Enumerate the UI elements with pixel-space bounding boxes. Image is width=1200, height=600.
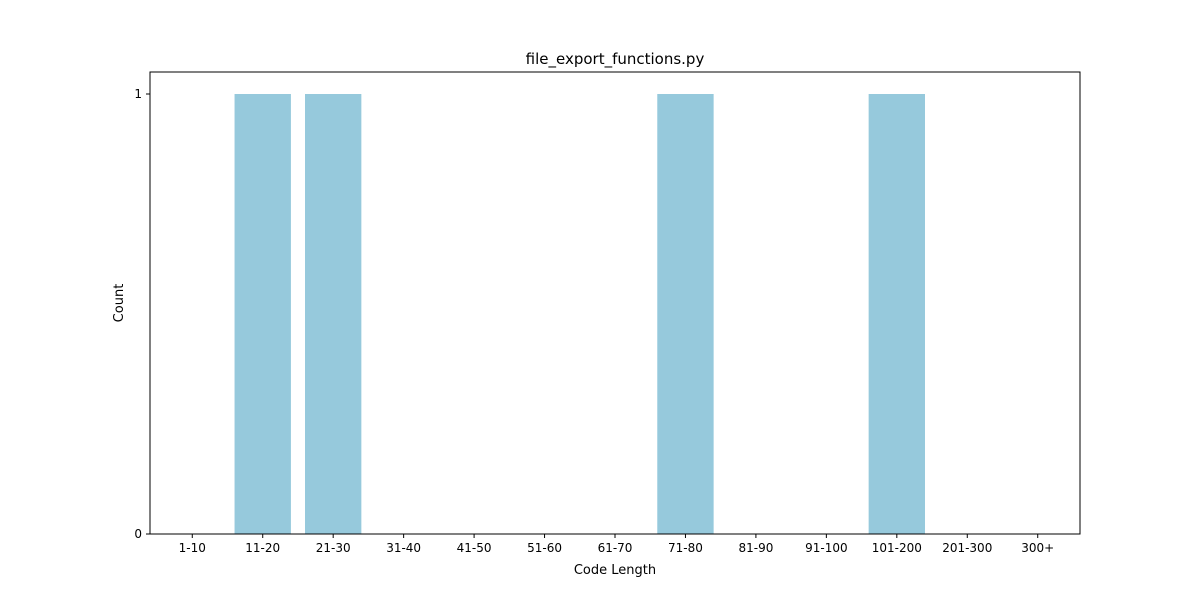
- x-tick-label: 201-300: [942, 541, 992, 555]
- x-tick-label: 1-10: [179, 541, 206, 555]
- x-tick-label: 41-50: [457, 541, 492, 555]
- x-tick-label: 31-40: [386, 541, 421, 555]
- x-tick-label: 300+: [1021, 541, 1054, 555]
- x-tick-label: 71-80: [668, 541, 703, 555]
- x-tick-label: 21-30: [316, 541, 351, 555]
- x-tick-label: 61-70: [598, 541, 633, 555]
- x-tick-label: 11-20: [245, 541, 280, 555]
- x-tick-label: 81-90: [738, 541, 773, 555]
- x-tick-label: 91-100: [805, 541, 848, 555]
- x-axis: 1-10 11-20 21-30 31-40 41-50 51-60 61-70 71-80 8…: [179, 534, 1054, 555]
- y-axis-label: Count: [112, 284, 127, 323]
- bar-11-20: [234, 94, 291, 534]
- x-tick-label: 101-200: [872, 541, 922, 555]
- bar-21-30: [305, 94, 362, 534]
- x-axis-label: Code Length: [574, 563, 656, 578]
- y-tick-label: 0: [134, 527, 142, 541]
- bars-group: [234, 94, 925, 534]
- y-tick-label: 1: [134, 87, 142, 101]
- bar-71-80: [657, 94, 714, 534]
- x-tick-label: 51-60: [527, 541, 562, 555]
- chart-title: file_export_functions.py: [526, 50, 705, 69]
- y-axis: 01: [134, 87, 150, 541]
- bar-101-200: [868, 94, 925, 534]
